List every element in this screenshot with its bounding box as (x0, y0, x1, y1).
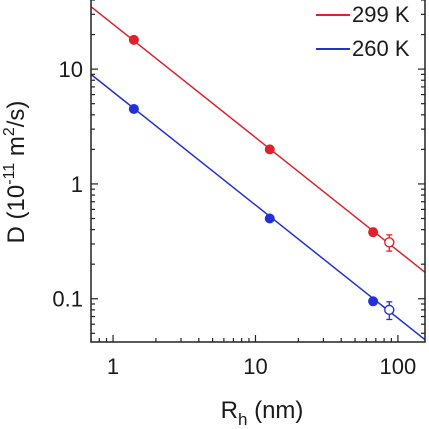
data-point-filled (264, 213, 275, 224)
y-axis-label-sup1: -11 (1, 163, 18, 185)
plot-frame (90, 0, 426, 343)
data-point-filled (128, 34, 139, 45)
data-markers (128, 34, 395, 321)
y-axis-label: D (10-11 m2/s) (1, 101, 30, 244)
data-point-filled (368, 296, 379, 307)
x-tick-label: 100 (380, 354, 417, 379)
x-tick-label: 10 (243, 354, 267, 379)
y-axis-label-end: /s) (3, 101, 30, 128)
fit-line-1 (91, 6, 425, 273)
data-point-open (384, 304, 395, 316)
fit-lines (91, 6, 425, 341)
legend-label-1: 299 K (352, 2, 410, 27)
y-tick-label: 1 (71, 172, 83, 197)
x-axis-label-main: R (221, 397, 238, 424)
y-axis-label-sup2: 2 (1, 127, 18, 136)
x-axis-label-unit: (nm) (247, 397, 303, 424)
x-axis-label-subscript: h (238, 410, 247, 429)
x-axis-label: Rh (nm) (221, 397, 304, 429)
y-axis-label-mid: m (3, 136, 30, 163)
legend: 299 K 260 K (316, 2, 410, 61)
y-axis-label-main: D (10 (3, 185, 30, 244)
x-tick-label: 1 (107, 354, 119, 379)
y-tick-labels: 0.1 1 10 (52, 57, 83, 312)
data-point-filled (368, 227, 379, 238)
data-point-filled (128, 103, 139, 114)
x-tick-labels: 1 10 100 (107, 354, 416, 379)
data-point-open (384, 237, 395, 248)
legend-label-2: 260 K (352, 36, 410, 61)
y-tick-label: 10 (59, 57, 83, 82)
y-tick-label: 0.1 (52, 287, 83, 312)
fit-line-2 (91, 73, 425, 341)
data-point-filled (264, 144, 275, 155)
